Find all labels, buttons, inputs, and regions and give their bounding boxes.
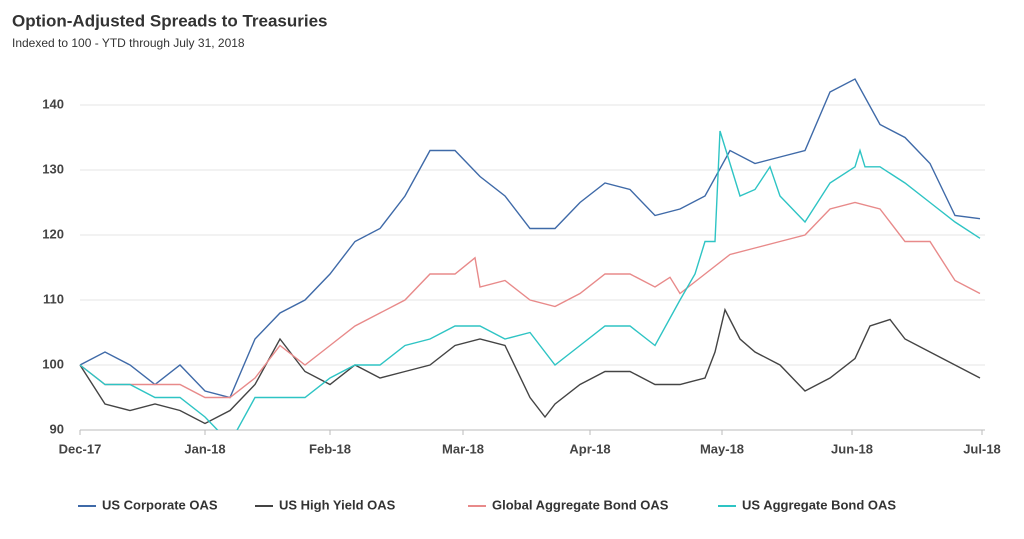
legend-label: Global Aggregate Bond OAS xyxy=(492,497,669,512)
y-tick-label: 100 xyxy=(42,356,64,371)
legend-label: US Aggregate Bond OAS xyxy=(742,497,896,512)
legend-label: US Corporate OAS xyxy=(102,497,218,512)
x-tick-label: Jan-18 xyxy=(184,441,225,456)
y-tick-label: 140 xyxy=(42,96,64,111)
x-tick-label: May-18 xyxy=(700,441,744,456)
y-tick-label: 90 xyxy=(50,421,64,436)
chart-subtitle: Indexed to 100 - YTD through July 31, 20… xyxy=(12,36,245,50)
legend-label: US High Yield OAS xyxy=(279,497,396,512)
line xyxy=(79,78,981,399)
y-tick-label: 130 xyxy=(42,161,64,176)
line xyxy=(79,201,981,399)
x-tick-label: Dec-17 xyxy=(59,441,102,456)
chart-title: Option-Adjusted Spreads to Treasuries xyxy=(12,11,328,30)
line xyxy=(79,130,981,430)
x-tick-label: Mar-18 xyxy=(442,441,484,456)
x-tick-label: Jun-18 xyxy=(831,441,873,456)
y-tick-label: 120 xyxy=(42,226,64,241)
y-tick-label: 110 xyxy=(43,291,64,306)
x-tick-label: Feb-18 xyxy=(309,441,351,456)
plot-area xyxy=(79,78,981,430)
line xyxy=(79,307,981,425)
x-tick-label: Apr-18 xyxy=(569,441,610,456)
x-tick-label: Jul-18 xyxy=(963,441,1001,456)
